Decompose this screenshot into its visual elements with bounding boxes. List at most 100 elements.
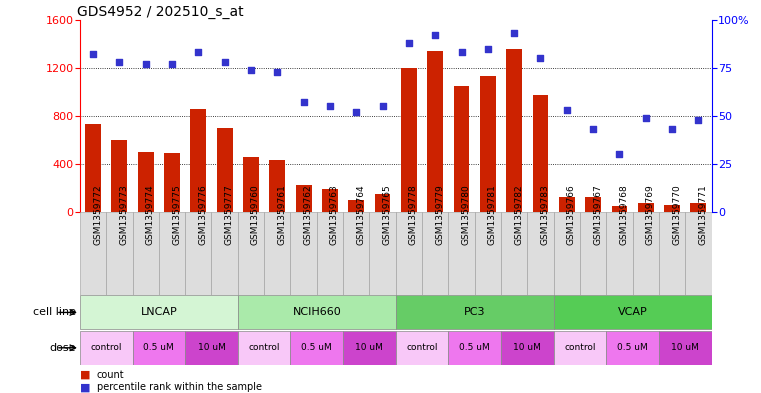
Bar — [659, 212, 685, 295]
Text: ■: ■ — [80, 382, 91, 393]
Bar — [85, 124, 101, 212]
Bar — [343, 212, 369, 295]
Text: 0.5 uM: 0.5 uM — [617, 343, 648, 352]
Point — [640, 115, 652, 121]
Bar — [422, 212, 448, 295]
Bar — [322, 189, 338, 212]
Text: PC3: PC3 — [464, 307, 486, 317]
Bar — [349, 200, 365, 212]
Point — [193, 49, 205, 55]
Bar — [138, 152, 154, 212]
Text: control: control — [91, 343, 122, 352]
Bar — [237, 331, 291, 365]
Text: GSM1359774: GSM1359774 — [145, 184, 154, 245]
Bar — [527, 212, 553, 295]
Bar — [585, 196, 601, 212]
Point — [113, 59, 126, 65]
Bar — [237, 212, 264, 295]
Point — [534, 55, 546, 61]
Text: 10 uM: 10 uM — [671, 343, 699, 352]
Text: GSM1359782: GSM1359782 — [514, 184, 523, 245]
Bar — [374, 194, 390, 212]
Text: GSM1359776: GSM1359776 — [199, 184, 207, 245]
Bar — [607, 331, 659, 365]
Text: GSM1359771: GSM1359771 — [699, 184, 708, 245]
Bar — [243, 157, 259, 212]
Text: GSM1359780: GSM1359780 — [461, 184, 470, 245]
Text: control: control — [564, 343, 596, 352]
Point — [508, 30, 521, 36]
Bar — [112, 140, 127, 212]
Text: GSM1359766: GSM1359766 — [567, 184, 576, 245]
Point — [482, 46, 494, 52]
Text: GSM1359760: GSM1359760 — [251, 184, 260, 245]
Text: GDS4952 / 202510_s_at: GDS4952 / 202510_s_at — [77, 5, 244, 18]
Bar — [428, 51, 443, 212]
Text: percentile rank within the sample: percentile rank within the sample — [97, 382, 262, 393]
Point — [377, 103, 389, 109]
Bar — [506, 49, 522, 212]
Point — [403, 40, 415, 46]
Bar — [533, 95, 549, 212]
Text: GSM1359765: GSM1359765 — [383, 184, 392, 245]
Point — [429, 32, 441, 38]
Text: 0.5 uM: 0.5 uM — [144, 343, 174, 352]
Bar — [343, 331, 396, 365]
Point — [350, 109, 362, 115]
Bar — [185, 331, 237, 365]
Bar — [217, 128, 233, 212]
Bar — [185, 212, 212, 295]
Text: GSM1359767: GSM1359767 — [593, 184, 602, 245]
Text: dose: dose — [49, 343, 76, 353]
Bar — [296, 185, 311, 212]
Text: GSM1359775: GSM1359775 — [172, 184, 181, 245]
Text: 10 uM: 10 uM — [514, 343, 541, 352]
Text: ■: ■ — [80, 370, 91, 380]
Point — [139, 61, 151, 67]
Bar — [448, 331, 501, 365]
Bar — [369, 212, 396, 295]
Bar — [480, 76, 495, 212]
Bar — [132, 212, 159, 295]
Text: 0.5 uM: 0.5 uM — [460, 343, 490, 352]
Point — [455, 49, 467, 55]
Text: count: count — [97, 370, 124, 380]
Bar — [396, 212, 422, 295]
Bar — [80, 331, 132, 365]
Point — [87, 51, 99, 57]
Bar — [612, 206, 627, 212]
Point — [166, 61, 178, 67]
Point — [324, 103, 336, 109]
Bar — [212, 212, 237, 295]
Text: GSM1359762: GSM1359762 — [304, 184, 313, 245]
Bar — [291, 212, 317, 295]
Bar — [317, 212, 343, 295]
Text: GSM1359779: GSM1359779 — [435, 184, 444, 245]
Bar — [264, 212, 291, 295]
Bar — [107, 212, 132, 295]
Bar — [580, 212, 607, 295]
Text: VCAP: VCAP — [618, 307, 648, 317]
Point — [298, 99, 310, 106]
Bar — [159, 212, 185, 295]
Point — [587, 126, 599, 132]
Bar — [190, 109, 206, 212]
Point — [693, 117, 705, 123]
Bar — [607, 212, 632, 295]
Text: GSM1359772: GSM1359772 — [93, 184, 102, 245]
Bar — [554, 296, 712, 329]
Text: GSM1359781: GSM1359781 — [488, 184, 497, 245]
Bar — [454, 86, 470, 212]
Bar — [164, 153, 180, 212]
Bar — [80, 296, 238, 329]
Text: GSM1359777: GSM1359777 — [224, 184, 234, 245]
Text: GSM1359778: GSM1359778 — [409, 184, 418, 245]
Bar — [501, 212, 527, 295]
Text: 10 uM: 10 uM — [198, 343, 225, 352]
Text: control: control — [406, 343, 438, 352]
Text: GSM1359769: GSM1359769 — [646, 184, 654, 245]
Text: control: control — [248, 343, 280, 352]
Bar — [632, 212, 659, 295]
Text: GSM1359783: GSM1359783 — [540, 184, 549, 245]
Text: GSM1359768: GSM1359768 — [619, 184, 629, 245]
